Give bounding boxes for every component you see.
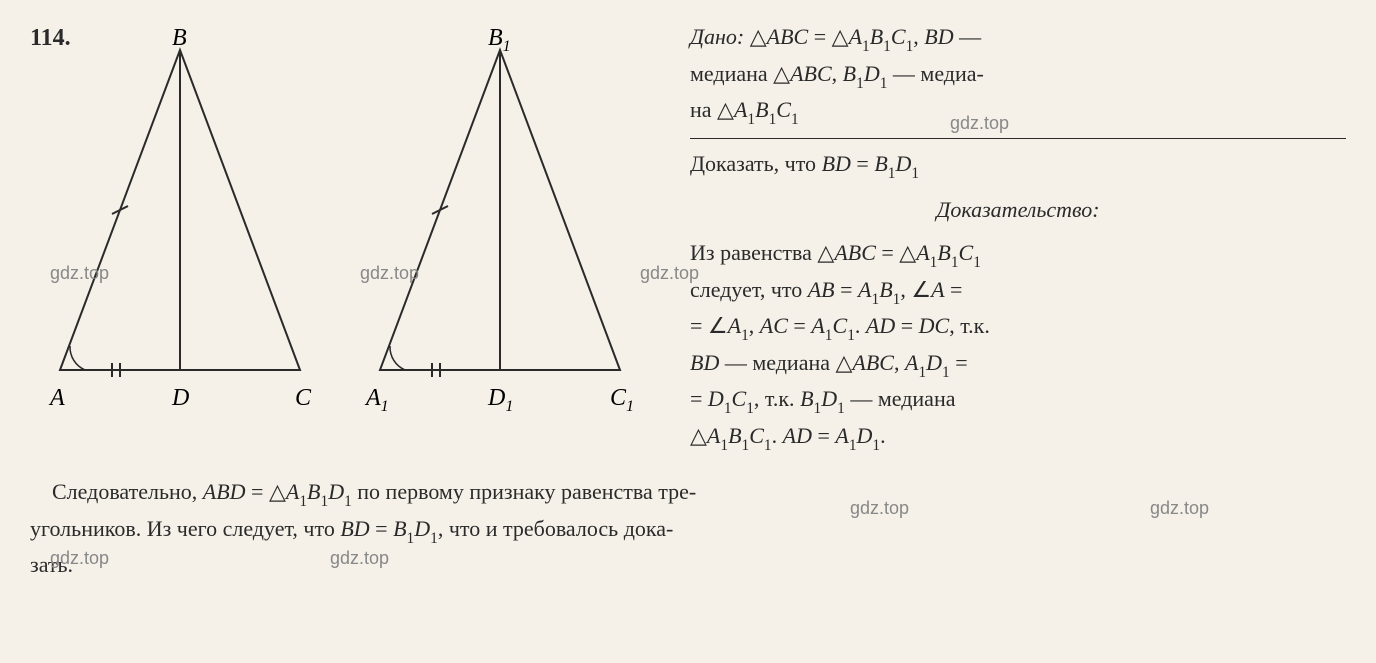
- main-container: A B C D A1 B1 C1 D1 Дано: △ABC = △A1B1C1…: [30, 20, 1346, 455]
- proof-heading: Доказательство:: [690, 193, 1346, 226]
- label-a1: A1: [364, 385, 389, 415]
- diagrams-area: A B C D A1 B1 C1 D1: [30, 20, 660, 455]
- bottom-l1: Следовательно, ABD = △A1B1D1 по первому …: [30, 479, 696, 504]
- prove-text: Доказать, что BD = B1D1: [690, 151, 919, 176]
- given-t1: △ABC = △A1B1C1, BD —: [744, 24, 981, 49]
- triangle-1-diagram: A B C D: [30, 20, 330, 420]
- bottom-l2: угольников. Из чего следует, что BD = B1…: [30, 516, 673, 541]
- proof-l6: △A1B1C1. AD = A1D1.: [690, 423, 886, 448]
- proof-l2: следует, что AB = A1B1, ∠A =: [690, 277, 962, 302]
- label-d: D: [171, 385, 189, 411]
- proof-l1: Из равенства △ABC = △A1B1C1: [690, 240, 981, 265]
- given-t3: на △A1B1C1: [690, 97, 799, 122]
- label-a: A: [48, 385, 65, 411]
- bottom-l3: зать.: [30, 552, 73, 577]
- label-c1: C1: [610, 385, 634, 415]
- proof-l4: BD — медиана △ABC, A1D1 =: [690, 350, 968, 375]
- bottom-text: Следовательно, ABD = △A1B1D1 по первому …: [30, 475, 1346, 581]
- label-d1: D1: [487, 385, 513, 415]
- proof-l5: = D1C1, т.к. B1D1 — медиана: [690, 386, 955, 411]
- angle-arc-a: [70, 346, 85, 370]
- prove-section: Доказать, что BD = B1D1: [690, 147, 1346, 184]
- problem-number: 114.: [30, 20, 71, 56]
- given-prefix: Дано:: [690, 24, 744, 49]
- text-column: Дано: △ABC = △A1B1C1, BD — медиана △ABC,…: [680, 20, 1346, 455]
- given-section: Дано: △ABC = △A1B1C1, BD — медиана △ABC,…: [690, 20, 1346, 139]
- given-t2: медиана △ABC, B1D1 — медиа-: [690, 61, 984, 86]
- triangle-2-diagram: A1 B1 C1 D1: [350, 20, 660, 420]
- proof-body: Из равенства △ABC = △A1B1C1 следует, что…: [690, 236, 1346, 455]
- label-c: C: [295, 385, 312, 411]
- angle-arc-a1: [390, 346, 405, 370]
- label-b1: B1: [488, 25, 511, 55]
- proof-l3: = ∠A1, AC = A1C1. AD = DC, т.к.: [690, 313, 990, 338]
- label-b: B: [172, 25, 187, 51]
